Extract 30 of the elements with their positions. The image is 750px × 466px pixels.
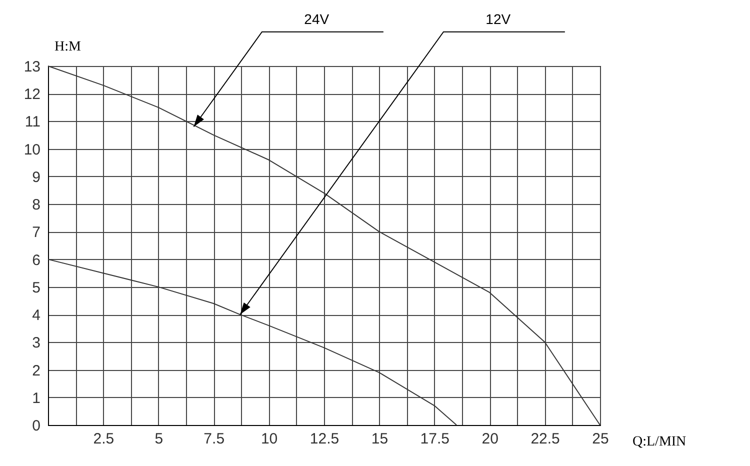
x-axis-title: Q:L/MIN xyxy=(632,434,686,450)
y-tick-label: 2 xyxy=(32,362,40,380)
y-tick-label: 8 xyxy=(32,196,40,214)
y-tick-label: 5 xyxy=(32,279,40,296)
x-tick-label: 7.5 xyxy=(204,430,225,448)
x-tick-label: 5 xyxy=(154,430,164,448)
annotation: 24V xyxy=(304,10,330,27)
x-tick-label: 25 xyxy=(592,430,609,448)
x-tick-label: 20 xyxy=(482,430,498,448)
line-series xyxy=(48,66,600,426)
line-series xyxy=(48,258,457,426)
y-tick-label: 9 xyxy=(32,168,40,186)
y-axis-title: H:M xyxy=(54,40,82,54)
y-tick-label: 4 xyxy=(32,307,40,324)
y-tick-label: 3 xyxy=(32,334,40,352)
y-tick-label: 12 xyxy=(24,86,40,104)
annotation: 12V xyxy=(486,10,512,27)
x-tick-label: 17.5 xyxy=(420,430,450,448)
y-tick-label: 7 xyxy=(32,224,40,242)
x-tick-label: 22.5 xyxy=(530,430,560,448)
y-tick-label: 6 xyxy=(32,252,40,269)
x-tick-label: 12.5 xyxy=(310,430,340,448)
y-tick-label: 0 xyxy=(32,418,40,434)
x-tick-label: 2.5 xyxy=(93,430,114,448)
y-tick-label: 1 xyxy=(32,390,40,407)
y-tick-label: 10 xyxy=(24,141,40,158)
x-tick-label: 10 xyxy=(260,430,278,448)
y-tick-label: 11 xyxy=(24,114,40,131)
x-tick-label: 15 xyxy=(371,430,388,448)
y-tick-label: 13 xyxy=(24,58,40,76)
